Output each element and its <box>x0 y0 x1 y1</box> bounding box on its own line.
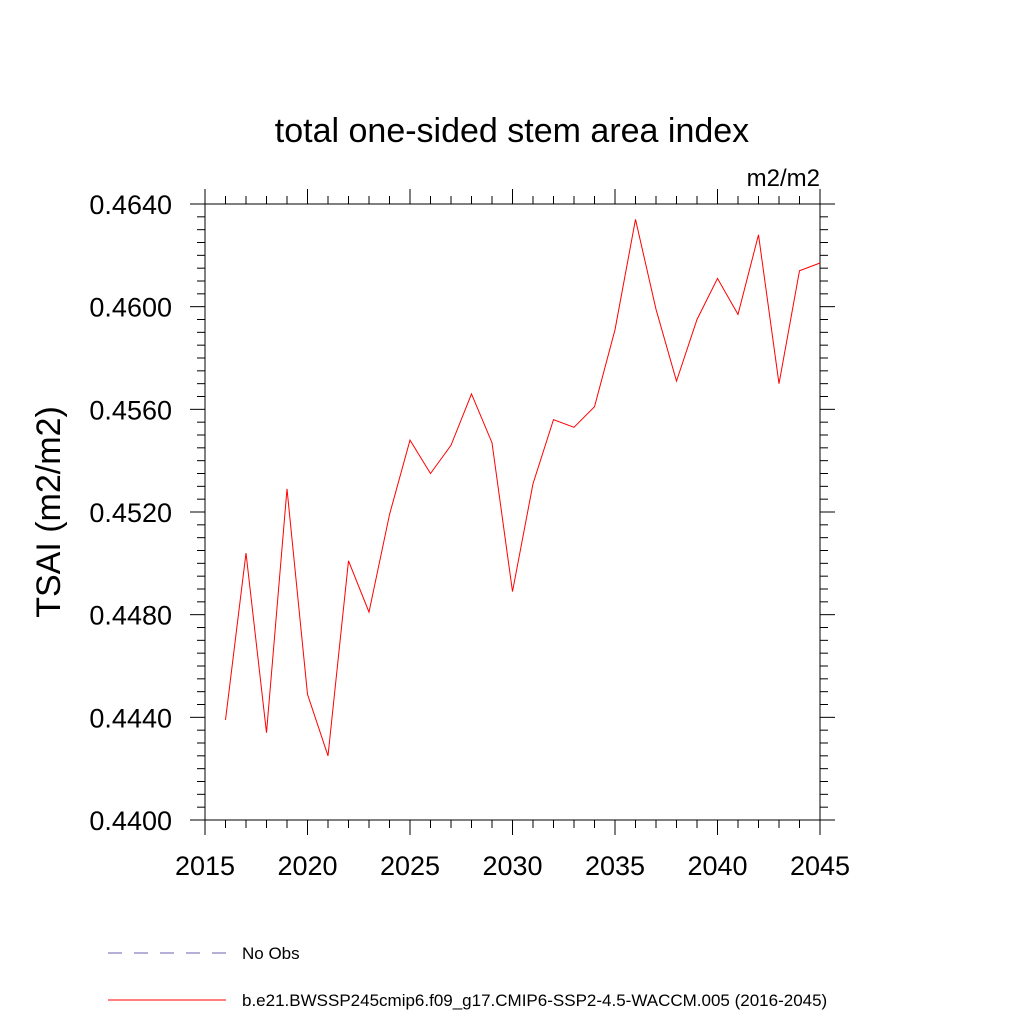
y-tick-label: 0.4600 <box>89 293 172 323</box>
y-tick-label: 0.4480 <box>89 601 172 631</box>
y-tick-labels: 0.4400 0.4440 0.4480 0.4520 0.4560 0.4600 0.46… <box>89 190 172 836</box>
x-tick-label: 2035 <box>585 851 645 881</box>
x-tick-label: 2045 <box>790 851 850 881</box>
x-tick-label: 2025 <box>380 851 440 881</box>
legend-label-model: b.e21.BWSSP245cmip6.f09_g17.CMIP6-SSP2-4… <box>242 991 827 1010</box>
legend: No Obs b.e21.BWSSP245cmip6.f09_g17.CMIP6… <box>108 944 827 1010</box>
series-line-0 <box>225 219 821 756</box>
x-tick-labels: 2015 2020 2025 2030 2035 2040 2045 <box>175 851 850 881</box>
y-tick-label: 0.4400 <box>89 806 172 836</box>
units-label: m2/m2 <box>747 165 820 192</box>
series-layer <box>225 219 821 756</box>
chart-title: total one-sided stem area index <box>275 112 749 150</box>
y-tick-label: 0.4640 <box>89 190 172 220</box>
y-tick-label: 0.4560 <box>89 395 172 425</box>
y-tick-label: 0.4520 <box>89 498 172 528</box>
y-axis-label: TSAI (m2/m2) <box>30 406 68 618</box>
x-tick-label: 2040 <box>687 851 747 881</box>
axes <box>190 189 835 835</box>
legend-label-no-obs: No Obs <box>242 944 300 963</box>
x-tick-label: 2020 <box>277 851 337 881</box>
x-tick-label: 2015 <box>175 851 235 881</box>
y-tick-label: 0.4440 <box>89 703 172 733</box>
x-tick-label: 2030 <box>482 851 542 881</box>
